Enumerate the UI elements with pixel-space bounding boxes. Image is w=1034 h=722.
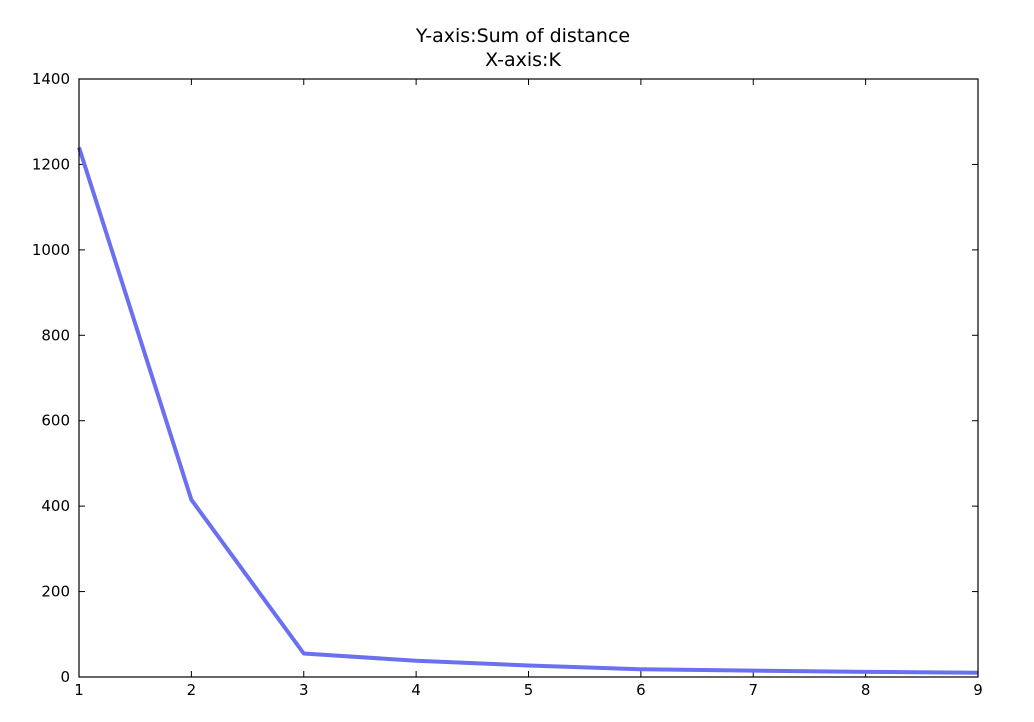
x-tick-label: 3 bbox=[299, 681, 309, 699]
y-tick-label: 600 bbox=[41, 412, 70, 430]
x-tick-label: 9 bbox=[973, 681, 983, 699]
plot-frame bbox=[78, 78, 979, 678]
x-tick-label: 6 bbox=[636, 681, 646, 699]
y-tick-label: 1000 bbox=[32, 241, 70, 259]
y-tick-label: 800 bbox=[41, 326, 70, 344]
x-tick-label: 1 bbox=[74, 681, 84, 699]
chart-title: Y-axis:Sum of distance bbox=[415, 25, 630, 47]
y-tick-label: 1200 bbox=[32, 155, 70, 173]
series-line-0 bbox=[77, 146, 979, 675]
y-tick-label: 1400 bbox=[32, 70, 70, 88]
axis-ticks: 1 2 3 4 5 6 7 8 9 0 200 400 600 800 1000 1200 1400 bbox=[32, 70, 983, 699]
chart-subtitle: X-axis:K bbox=[485, 49, 561, 71]
y-tick-label: 200 bbox=[41, 583, 70, 601]
x-tick-label: 8 bbox=[861, 681, 871, 699]
y-tick-label: 0 bbox=[60, 668, 70, 686]
series-layer bbox=[77, 146, 979, 675]
y-tick-label: 400 bbox=[41, 497, 70, 515]
x-tick-label: 4 bbox=[411, 681, 421, 699]
x-tick-label: 7 bbox=[748, 681, 758, 699]
x-tick-label: 5 bbox=[524, 681, 534, 699]
x-tick-label: 2 bbox=[187, 681, 197, 699]
